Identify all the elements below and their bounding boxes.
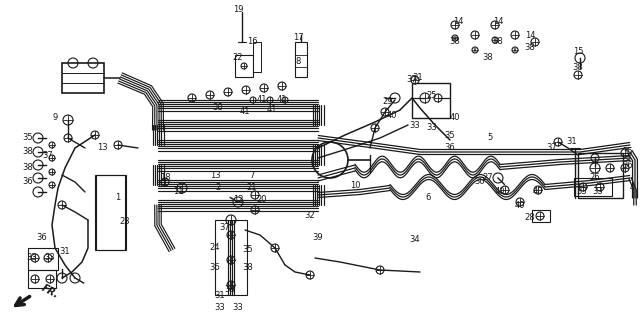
Text: 40: 40 bbox=[495, 188, 505, 197]
Text: 40: 40 bbox=[532, 188, 543, 197]
Text: 33: 33 bbox=[232, 303, 243, 313]
Text: 4: 4 bbox=[629, 183, 635, 192]
Text: 36: 36 bbox=[36, 233, 47, 243]
Text: 38: 38 bbox=[483, 53, 493, 63]
Text: 33: 33 bbox=[410, 121, 420, 129]
Text: 10: 10 bbox=[349, 181, 360, 190]
Text: 28: 28 bbox=[525, 213, 535, 223]
Text: 37: 37 bbox=[547, 143, 557, 153]
Text: 41: 41 bbox=[257, 95, 268, 105]
Text: 35: 35 bbox=[445, 130, 455, 140]
Text: 37: 37 bbox=[43, 150, 53, 160]
Bar bbox=[532, 210, 550, 222]
Text: 36: 36 bbox=[623, 161, 634, 169]
Text: 41: 41 bbox=[276, 95, 287, 105]
Text: 38: 38 bbox=[243, 264, 253, 273]
Text: 38: 38 bbox=[225, 286, 236, 294]
Text: 38: 38 bbox=[493, 38, 504, 46]
Text: 6: 6 bbox=[426, 193, 431, 203]
Text: 1: 1 bbox=[115, 193, 120, 203]
Text: 24: 24 bbox=[210, 244, 220, 252]
Text: 9: 9 bbox=[52, 114, 58, 122]
Text: 36: 36 bbox=[210, 264, 220, 273]
Text: 8: 8 bbox=[295, 58, 301, 66]
Text: 35: 35 bbox=[623, 148, 634, 156]
Text: 40: 40 bbox=[450, 114, 460, 122]
Text: 40: 40 bbox=[515, 201, 525, 210]
Bar bbox=[235, 55, 253, 77]
Text: 35: 35 bbox=[22, 134, 33, 142]
Bar bbox=[62, 63, 104, 93]
Text: 20: 20 bbox=[257, 196, 268, 204]
Bar bbox=[574, 178, 612, 196]
Text: 36: 36 bbox=[445, 143, 456, 153]
Text: 26: 26 bbox=[589, 174, 600, 183]
Text: 31: 31 bbox=[60, 247, 70, 257]
Text: 11: 11 bbox=[173, 188, 183, 197]
Bar bbox=[28, 248, 58, 270]
Text: 37: 37 bbox=[220, 224, 230, 232]
Text: 41: 41 bbox=[267, 106, 277, 114]
Bar bbox=[215, 220, 247, 295]
Text: 31: 31 bbox=[214, 291, 225, 300]
Bar bbox=[253, 42, 261, 72]
Text: 37: 37 bbox=[406, 75, 417, 85]
Text: FR.: FR. bbox=[40, 283, 61, 301]
Text: 31: 31 bbox=[413, 73, 423, 82]
Text: 38: 38 bbox=[525, 44, 536, 52]
Text: 30: 30 bbox=[475, 177, 485, 186]
Text: 3: 3 bbox=[625, 154, 630, 162]
Text: 7: 7 bbox=[250, 170, 255, 179]
Text: 21: 21 bbox=[247, 183, 257, 192]
Text: 12: 12 bbox=[233, 196, 243, 204]
Text: 33: 33 bbox=[593, 188, 604, 197]
Text: 13: 13 bbox=[210, 170, 220, 179]
Text: 38: 38 bbox=[22, 148, 33, 156]
Text: 5: 5 bbox=[488, 134, 493, 142]
Text: 25: 25 bbox=[427, 91, 437, 100]
Text: 19: 19 bbox=[233, 5, 243, 15]
Bar bbox=[96, 175, 126, 250]
Text: 36: 36 bbox=[22, 177, 33, 186]
Text: 41: 41 bbox=[240, 107, 250, 116]
Text: 14: 14 bbox=[525, 31, 535, 39]
Text: 27: 27 bbox=[483, 174, 493, 183]
Text: 33: 33 bbox=[27, 253, 37, 262]
Text: 18: 18 bbox=[160, 174, 170, 183]
Text: 22: 22 bbox=[233, 53, 243, 63]
Text: 38: 38 bbox=[212, 103, 223, 113]
Text: 31: 31 bbox=[566, 137, 577, 147]
Text: 32: 32 bbox=[305, 211, 316, 219]
Text: 40: 40 bbox=[387, 110, 397, 120]
Text: 13: 13 bbox=[97, 143, 108, 153]
Bar bbox=[412, 83, 450, 118]
Text: 14: 14 bbox=[452, 17, 463, 26]
Text: 38: 38 bbox=[573, 64, 584, 73]
Text: 29: 29 bbox=[383, 98, 393, 107]
Text: 33: 33 bbox=[427, 123, 437, 133]
Bar bbox=[295, 42, 307, 77]
Bar bbox=[28, 270, 56, 288]
Text: 33: 33 bbox=[45, 253, 56, 262]
Text: 34: 34 bbox=[410, 236, 420, 245]
Text: 15: 15 bbox=[573, 47, 583, 57]
Text: 35: 35 bbox=[243, 245, 253, 254]
Text: 16: 16 bbox=[246, 38, 257, 46]
Bar bbox=[578, 153, 623, 198]
Text: 14: 14 bbox=[493, 17, 503, 26]
Text: 38: 38 bbox=[22, 163, 33, 172]
Text: 23: 23 bbox=[120, 218, 131, 226]
Text: 33: 33 bbox=[577, 188, 588, 197]
Text: 39: 39 bbox=[313, 233, 323, 243]
Text: 38: 38 bbox=[450, 38, 460, 46]
Text: 2: 2 bbox=[216, 183, 221, 192]
Text: 17: 17 bbox=[292, 33, 303, 43]
Text: 33: 33 bbox=[214, 303, 225, 313]
Bar bbox=[95, 175, 125, 250]
